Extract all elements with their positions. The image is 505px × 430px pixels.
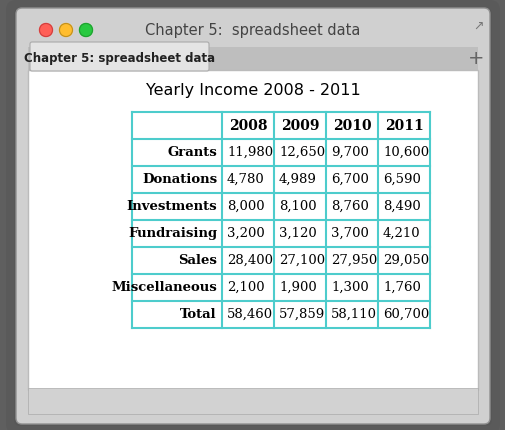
Text: 58,110: 58,110 <box>330 308 376 321</box>
Text: 1,900: 1,900 <box>278 281 316 294</box>
Text: 4,210: 4,210 <box>382 227 420 240</box>
Circle shape <box>39 24 53 37</box>
FancyBboxPatch shape <box>30 42 209 71</box>
Text: 11,980: 11,980 <box>227 146 273 159</box>
Text: 8,760: 8,760 <box>330 200 368 213</box>
Bar <box>28 70 477 390</box>
Text: 27,950: 27,950 <box>330 254 377 267</box>
Circle shape <box>79 24 92 37</box>
Text: Sales: Sales <box>178 254 217 267</box>
Bar <box>28 388 477 414</box>
Text: Total: Total <box>180 308 217 321</box>
Text: 1,300: 1,300 <box>330 281 368 294</box>
Text: 3,120: 3,120 <box>278 227 316 240</box>
Text: 6,590: 6,590 <box>382 173 420 186</box>
Text: Donations: Donations <box>141 173 217 186</box>
Text: 2009: 2009 <box>280 119 319 132</box>
Text: 8,490: 8,490 <box>382 200 420 213</box>
Text: Miscellaneous: Miscellaneous <box>111 281 217 294</box>
FancyBboxPatch shape <box>16 8 489 424</box>
Text: 58,460: 58,460 <box>227 308 273 321</box>
Text: +: + <box>467 49 483 68</box>
Text: Fundraising: Fundraising <box>128 227 217 240</box>
Text: 2011: 2011 <box>384 119 423 132</box>
Text: 9,700: 9,700 <box>330 146 368 159</box>
FancyBboxPatch shape <box>14 8 491 426</box>
Text: 2010: 2010 <box>332 119 371 132</box>
Text: Grants: Grants <box>167 146 217 159</box>
Text: 2,100: 2,100 <box>227 281 264 294</box>
FancyBboxPatch shape <box>6 0 499 430</box>
Bar <box>132 112 429 328</box>
Circle shape <box>60 24 72 37</box>
Text: 6,700: 6,700 <box>330 173 368 186</box>
Text: 27,100: 27,100 <box>278 254 325 267</box>
Text: Chapter 5: spreadsheet data: Chapter 5: spreadsheet data <box>24 52 215 65</box>
Text: Yearly Income 2008 - 2011: Yearly Income 2008 - 2011 <box>145 83 360 98</box>
Text: Chapter 5:  spreadsheet data: Chapter 5: spreadsheet data <box>145 22 360 37</box>
Text: ↗: ↗ <box>473 19 483 33</box>
Text: 4,989: 4,989 <box>278 173 316 186</box>
Text: 8,100: 8,100 <box>278 200 316 213</box>
Text: 28,400: 28,400 <box>227 254 273 267</box>
Text: 57,859: 57,859 <box>278 308 325 321</box>
Text: 60,700: 60,700 <box>382 308 428 321</box>
Text: 4,780: 4,780 <box>227 173 264 186</box>
Text: 8,000: 8,000 <box>227 200 264 213</box>
Text: 29,050: 29,050 <box>382 254 428 267</box>
Text: 3,700: 3,700 <box>330 227 368 240</box>
Bar <box>28 47 477 70</box>
Text: Investments: Investments <box>126 200 217 213</box>
Text: 3,200: 3,200 <box>227 227 264 240</box>
Text: 12,650: 12,650 <box>278 146 325 159</box>
Text: 2008: 2008 <box>228 119 267 132</box>
Text: 10,600: 10,600 <box>382 146 428 159</box>
Text: 1,760: 1,760 <box>382 281 420 294</box>
